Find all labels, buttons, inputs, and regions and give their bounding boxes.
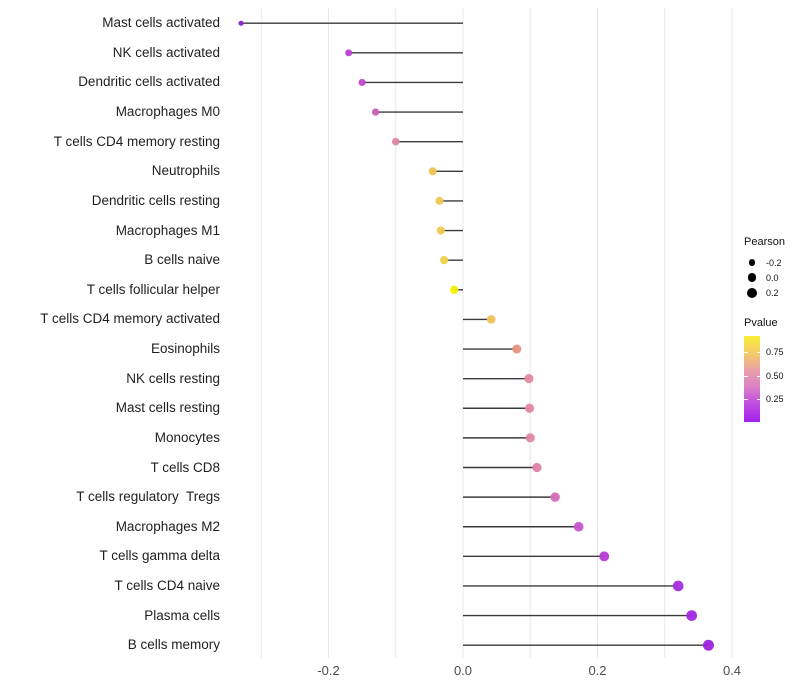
lollipop-dot (550, 492, 560, 502)
legend-size-dot-large (747, 287, 757, 298)
lollipop-dot (440, 256, 449, 265)
y-axis-label: Mast cells resting (115, 400, 220, 416)
lollipop-dot (450, 285, 459, 294)
lollipop-dot (702, 639, 714, 651)
y-axis-labels: Mast cells activated NK cells activated De… (0, 8, 220, 658)
pvalue-legend-title: Pvalue (744, 317, 778, 329)
lollipop-dot (486, 315, 496, 324)
lollipop-dot (672, 580, 684, 592)
gradient-tick (756, 399, 760, 400)
pvalue-legend: Pvalue 0.75 0.50 0.25 (742, 317, 800, 422)
y-axis-label: Macrophages M0 (115, 104, 220, 120)
pearson-legend-item: 0.0 (742, 270, 800, 285)
y-axis-label: Macrophages M1 (115, 222, 220, 238)
gradient-tick (756, 376, 760, 377)
lollipop-dot (371, 108, 380, 116)
x-axis-tick-label: 0.0 (453, 663, 473, 678)
legend-size-label: 0.0 (766, 272, 779, 283)
legend-size-label: 0.2 (766, 287, 779, 298)
gradient-tick (744, 399, 748, 400)
gradient-tick (756, 352, 760, 353)
pvalue-tick-label: 0.75 (766, 347, 784, 357)
lollipop-dot (512, 344, 522, 354)
y-axis-label: Monocytes (154, 429, 220, 445)
plot-svg (238, 8, 733, 658)
lollipop-dot (358, 78, 366, 87)
y-axis-label: NK cells resting (126, 370, 220, 386)
y-axis-label: T cells regulatory Tregs (76, 489, 220, 505)
y-axis-label: Mast cells activated (102, 15, 220, 31)
y-axis-label: T cells follicular helper (86, 281, 220, 297)
legend-size-dot-medium (747, 273, 757, 282)
y-axis-label: T cells CD4 memory activated (40, 311, 220, 327)
x-axis-tick-labels: -0.2 0.0 0.2 0.4 (0, 663, 800, 683)
pvalue-tick-label: 0.25 (766, 394, 784, 404)
y-axis-label: B cells naive (144, 252, 220, 268)
y-axis-label: NK cells activated (112, 44, 220, 60)
y-axis-label: Plasma cells (144, 607, 220, 623)
gradient-tick (744, 352, 748, 353)
lollipop-dot (345, 49, 353, 57)
legend-size-label: -0.2 (766, 257, 782, 268)
x-axis-tick-label: 0.4 (722, 663, 742, 678)
lollipop-dot (573, 521, 584, 532)
lollipop-dot (524, 403, 535, 413)
gradient-tick (744, 376, 748, 377)
lollipop-dot (436, 226, 445, 235)
pearson-legend-item: -0.2 (742, 255, 800, 270)
x-axis-tick-label: -0.2 (317, 663, 340, 678)
y-axis-label: Neutrophils (151, 163, 220, 179)
lollipop-dot (532, 462, 542, 473)
y-axis-label: Dendritic cells resting (91, 192, 220, 208)
y-axis-label: T cells CD8 (150, 459, 220, 475)
y-axis-label: T cells gamma delta (99, 548, 220, 564)
lollipop-dot (435, 196, 444, 205)
x-axis-tick-label: 0.2 (588, 663, 607, 678)
y-axis-label: B cells memory (127, 637, 220, 653)
pvalue-gradient-bar (744, 336, 760, 422)
lollipop-dot (428, 167, 437, 176)
lollipop-dot (238, 20, 244, 26)
y-axis-label: Eosinophils (150, 341, 220, 357)
lollipop-dot (525, 433, 535, 443)
pvalue-tick-label: 0.50 (766, 371, 784, 381)
pearson-legend-title: Pearson (744, 236, 785, 248)
y-axis-label: T cells CD4 memory resting (53, 133, 220, 149)
lollipop-dot (599, 551, 610, 562)
legend: Pearson -0.2 0.0 0.2 Pvalue 0.75 (742, 236, 800, 422)
lollipop-dot (686, 610, 698, 621)
plot-panel (233, 8, 745, 658)
lollipop-dot (524, 374, 534, 384)
pearson-legend-item: 0.2 (742, 285, 800, 300)
y-axis-label: Macrophages M2 (115, 518, 220, 534)
lollipop-dot (391, 137, 400, 146)
y-axis-label: Dendritic cells activated (78, 74, 220, 90)
y-axis-label: T cells CD4 naive (114, 577, 220, 593)
legend-size-dot-small (748, 259, 756, 266)
